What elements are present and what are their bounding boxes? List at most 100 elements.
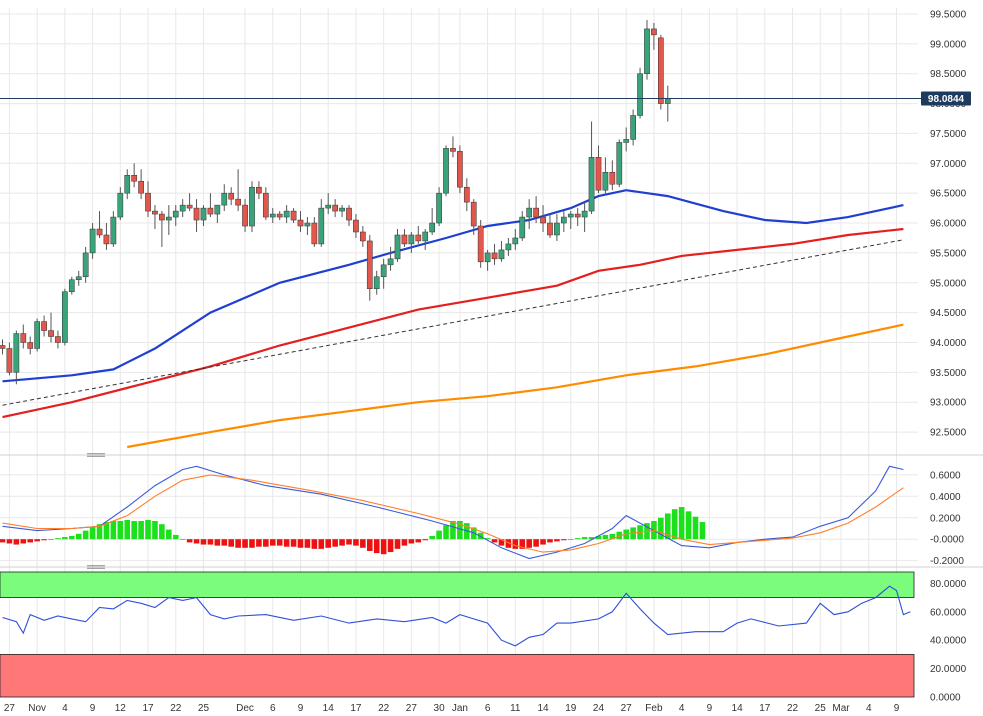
candle-body xyxy=(616,142,623,185)
candle-body xyxy=(595,157,602,191)
macd-histogram-bar xyxy=(609,533,616,540)
macd-histogram-bar xyxy=(263,539,269,547)
macd-histogram-bar xyxy=(658,517,664,540)
candle-body xyxy=(346,207,352,221)
macd-line xyxy=(2,465,904,560)
candle-body xyxy=(62,291,68,343)
rsi-panel[interactable]: 80.0000 60.0000 40.0000 20.0000 0.0000 xyxy=(0,571,967,704)
time-tick-label: 17 xyxy=(350,703,362,714)
candle-body xyxy=(394,234,401,260)
candle-body xyxy=(547,222,553,236)
candle-body xyxy=(498,249,505,260)
candle-body xyxy=(138,180,144,194)
candle-body xyxy=(470,201,477,227)
candle-body xyxy=(48,330,54,337)
macd-histogram-bar xyxy=(561,539,567,541)
time-tick-label: 25 xyxy=(815,703,827,714)
macd-histogram-bar xyxy=(297,539,304,548)
macd-histogram-bar xyxy=(664,513,671,540)
macd-histogram-bar xyxy=(450,520,456,540)
candle-body xyxy=(436,192,442,224)
candle-body xyxy=(103,234,110,245)
rsi-tick-label: 40.0000 xyxy=(930,636,967,647)
macd-histogram-bar xyxy=(422,539,429,541)
macd-histogram-bar xyxy=(138,520,144,540)
candle-body xyxy=(505,243,512,251)
time-tick-label: 4 xyxy=(679,703,685,714)
candle-body xyxy=(567,213,574,218)
candle-body xyxy=(637,73,643,116)
macd-histogram-bar xyxy=(75,533,82,540)
time-tick-label: 11 xyxy=(510,703,521,714)
macd-histogram-bar xyxy=(62,537,68,540)
candle-body xyxy=(339,207,345,212)
candle-body xyxy=(242,204,248,227)
price-tick-label: 99.5000 xyxy=(930,9,967,20)
price-tick-label: 99.0000 xyxy=(930,39,967,50)
time-tick-label: 4 xyxy=(866,703,872,714)
macd-panel[interactable]: 0.6000 0.4000 0.2000 -0.0000 -0.2000 xyxy=(0,465,964,567)
macd-histogram-bar xyxy=(519,539,526,549)
macd-histogram-bar xyxy=(193,539,200,544)
macd-histogram-bar xyxy=(131,520,137,540)
macd-histogram-bar xyxy=(214,539,221,546)
price-tick-label: 95.0000 xyxy=(930,278,967,289)
rsi-tick-label: 80.0000 xyxy=(930,579,967,590)
macd-histogram-bar xyxy=(408,539,415,544)
macd-histogram-bar xyxy=(443,525,449,540)
macd-histogram-bar xyxy=(34,539,40,542)
macd-histogram-bar xyxy=(159,524,165,540)
macd-histogram-bar xyxy=(678,507,685,540)
macd-histogram-bar xyxy=(242,539,248,548)
candle-body xyxy=(366,240,373,289)
rsi-line xyxy=(2,585,911,647)
time-tick-label: 9 xyxy=(298,703,304,714)
rsi-tick-label: 0.0000 xyxy=(930,693,961,704)
candle-body xyxy=(491,252,498,260)
macd-histogram-bar xyxy=(304,539,311,548)
macd-histogram-bar xyxy=(692,516,699,540)
candle-body xyxy=(110,216,117,245)
macd-histogram-bar xyxy=(484,538,491,540)
macd-histogram-bar xyxy=(602,534,609,540)
macd-tick-label: 0.4000 xyxy=(930,492,961,503)
macd-histogram-bar xyxy=(353,539,359,546)
candle-body xyxy=(609,172,616,185)
price-tick-label: 92.5000 xyxy=(930,428,967,439)
macd-histogram-bar xyxy=(249,539,255,548)
macd-histogram-bar xyxy=(332,539,338,547)
candle-body xyxy=(360,231,366,242)
time-tick-label: 24 xyxy=(593,703,605,714)
macd-histogram-bar xyxy=(69,535,75,540)
macd-histogram-bar xyxy=(6,539,13,544)
candle-body xyxy=(408,234,415,245)
macd-histogram-bar xyxy=(145,519,151,540)
macd-histogram-bar xyxy=(82,530,89,540)
macd-histogram-bar xyxy=(394,539,401,549)
time-tick-label: Feb xyxy=(645,703,663,714)
candle-body xyxy=(186,204,193,209)
candle-body xyxy=(415,234,422,242)
price-tick-label: 97.0000 xyxy=(930,159,967,170)
macd-histogram-bar xyxy=(290,539,297,547)
macd-histogram-bar xyxy=(103,522,110,540)
macd-histogram-bar xyxy=(581,537,588,540)
macd-histogram-bar xyxy=(228,539,234,547)
rsi-tick-label: 60.0000 xyxy=(930,607,967,618)
candle-body xyxy=(533,207,539,218)
macd-histogram-bar xyxy=(124,519,131,540)
candle-body xyxy=(318,207,325,245)
panel-dividers[interactable] xyxy=(0,453,983,569)
candle-body xyxy=(41,321,47,331)
macd-histogram-bar xyxy=(48,539,54,540)
candle-body xyxy=(124,174,131,194)
x-axis: 27 Nov 4 9 12 17 22 25 Dec 6 9 14 17 22 27 30 Jan 6 11 14 19… xyxy=(4,703,900,714)
macd-histogram-bar xyxy=(276,539,283,546)
candle-body xyxy=(588,157,595,212)
rsi-zone xyxy=(0,653,915,698)
candle-body xyxy=(644,28,650,74)
price-tick-label: 98.5000 xyxy=(930,69,967,80)
macd-histogram-bar xyxy=(0,539,6,543)
candle-body xyxy=(262,192,269,218)
